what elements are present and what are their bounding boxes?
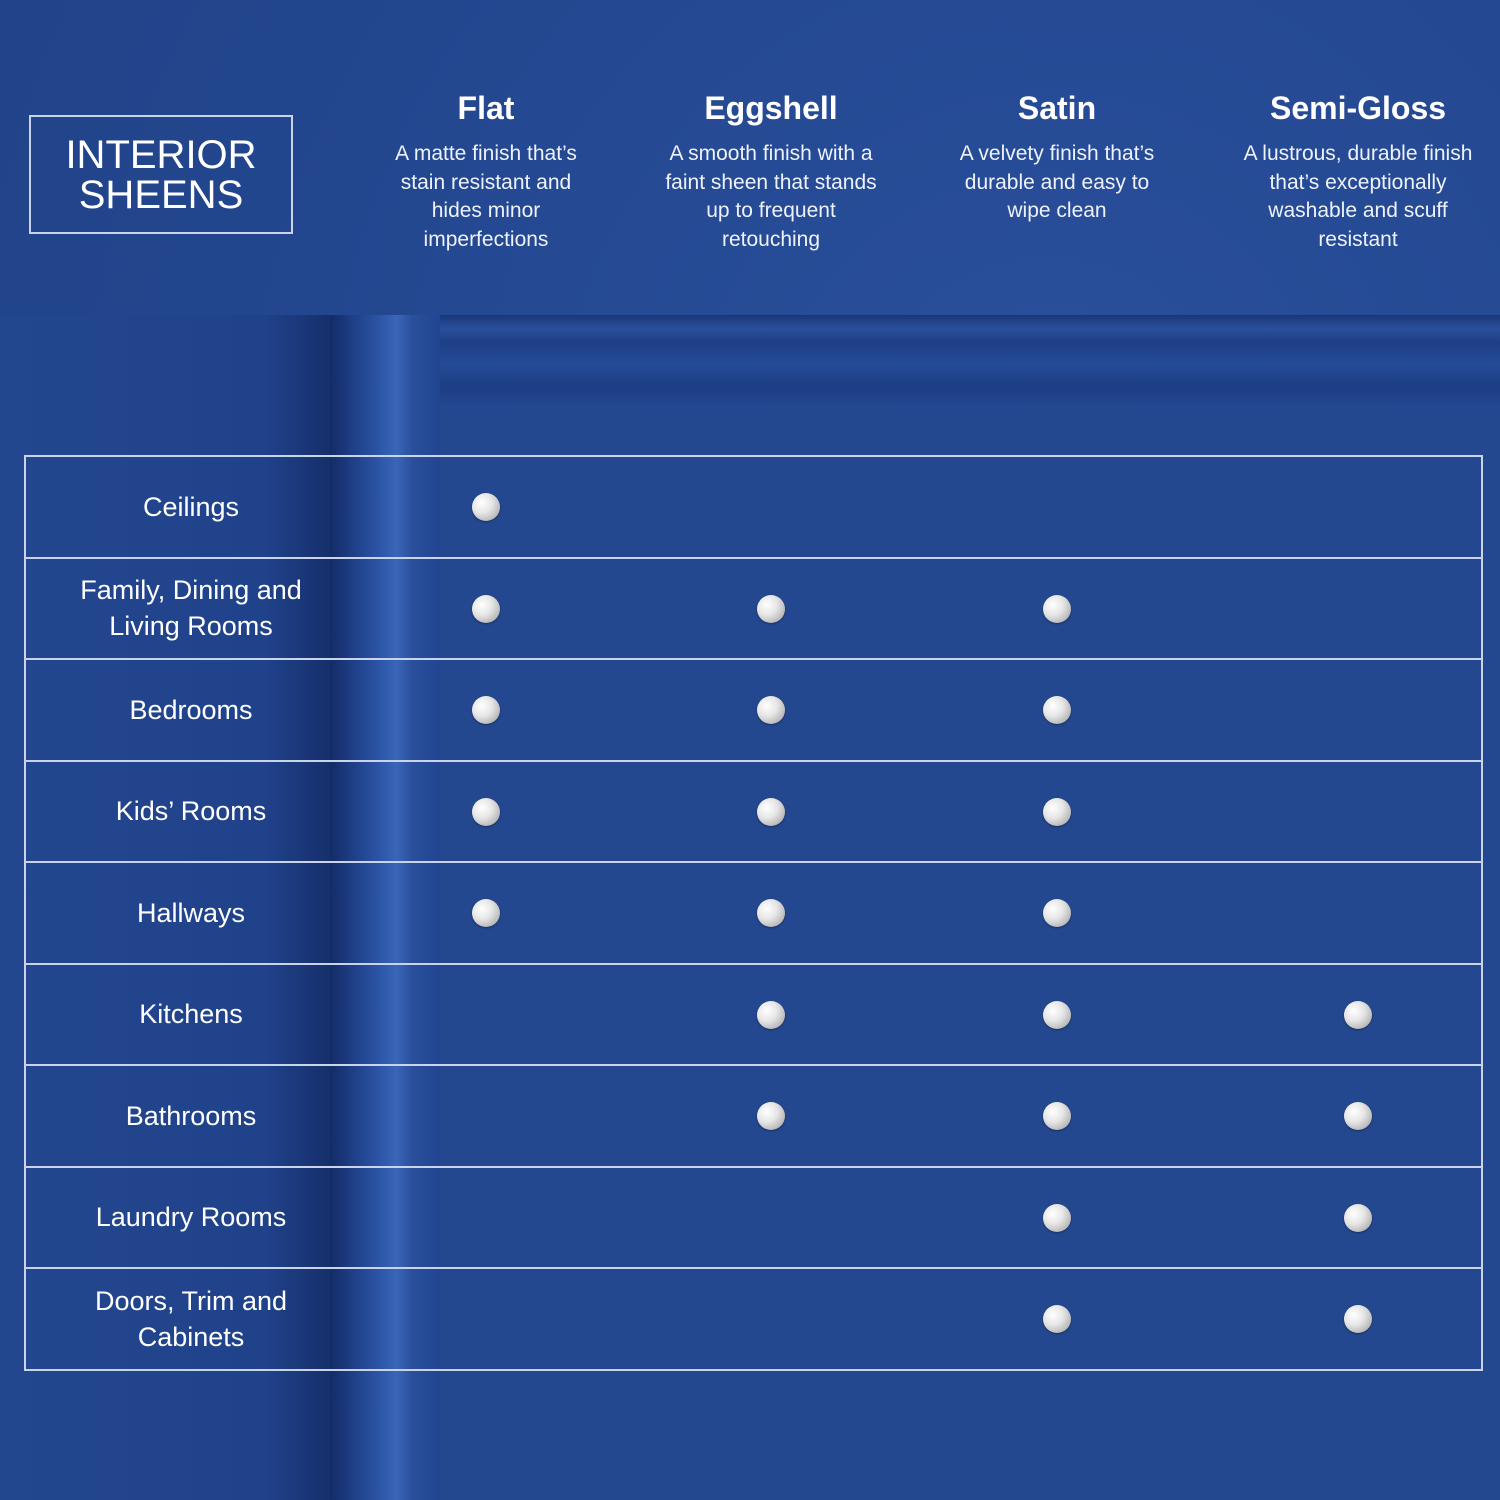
recommended-dot-icon — [1043, 594, 1071, 623]
recommended-dot-icon — [472, 797, 500, 826]
recommended-dot-icon — [472, 594, 500, 623]
row-label: Kitchens — [139, 999, 243, 1030]
table-row: Doors, Trim and Cabinets — [26, 1269, 1481, 1371]
page-title: INTERIOR SHEENS — [65, 132, 257, 217]
recommended-dot-icon — [757, 1102, 785, 1130]
table-row: Laundry Rooms — [26, 1168, 1481, 1269]
row-label: Doors, Trim and Cabinets — [94, 1285, 288, 1352]
recommended-dot-icon — [1344, 1305, 1372, 1333]
column-header-flat: Flat A matte finish that’s stain resista… — [346, 88, 626, 254]
column-name: Eggshell — [704, 90, 838, 126]
column-description: A smooth finish with a faint sheen that … — [665, 142, 877, 251]
row-label: Kids’ Rooms — [115, 796, 267, 827]
recommended-dot-icon — [1043, 1203, 1071, 1232]
row-label: Hallways — [136, 897, 246, 928]
table-row: Bedrooms — [26, 660, 1481, 762]
table-row: Hallways — [26, 863, 1481, 965]
column-header-eggshell: Eggshell A smooth finish with a faint sh… — [631, 88, 911, 254]
wall-panel — [436, 400, 1500, 1500]
column-description: A velvety finish that’s durable and easy… — [959, 142, 1155, 222]
recommended-dot-icon — [1043, 1102, 1071, 1130]
recommended-dot-icon — [1043, 1000, 1071, 1029]
column-description: A matte finish that’s stain resistant an… — [395, 142, 577, 251]
row-label: Family, Dining and Living Rooms — [80, 575, 302, 642]
recommended-dot-icon — [472, 696, 500, 724]
wall-background — [0, 315, 330, 1500]
column-header-semi-gloss: Semi-Gloss A lustrous, durable finish th… — [1218, 88, 1498, 254]
column-name: Satin — [1017, 90, 1097, 126]
recommended-dot-icon — [1043, 1305, 1071, 1333]
row-label: Bathrooms — [125, 1100, 257, 1131]
recommended-dot-icon — [1344, 1203, 1372, 1232]
recommended-dot-icon — [1344, 1102, 1372, 1130]
table-row: Kitchens — [26, 965, 1481, 1066]
recommended-dot-icon — [757, 899, 785, 927]
moulding-left — [330, 315, 440, 1500]
column-header-satin: Satin A velvety finish that’s durable an… — [917, 88, 1197, 226]
column-description: A lustrous, durable finish that’s except… — [1243, 142, 1473, 251]
recommended-dot-icon — [472, 493, 500, 521]
table-row: Ceilings — [26, 457, 1481, 559]
table-row: Kids’ Rooms — [26, 762, 1481, 863]
recommended-dot-icon — [1344, 1000, 1372, 1029]
title-box: INTERIOR SHEENS — [29, 115, 293, 234]
sheen-table: Ceilings Family, Dining and Living Rooms B… — [24, 455, 1483, 1371]
row-label: Bedrooms — [129, 694, 253, 725]
column-name: Flat — [457, 90, 515, 126]
recommended-dot-icon — [757, 594, 785, 623]
row-label: Laundry Rooms — [95, 1202, 287, 1233]
recommended-dot-icon — [472, 899, 500, 927]
table-row: Family, Dining and Living Rooms — [26, 559, 1481, 660]
recommended-dot-icon — [1043, 899, 1071, 927]
recommended-dot-icon — [757, 696, 785, 724]
recommended-dot-icon — [1043, 696, 1071, 724]
column-name: Semi-Gloss — [1269, 90, 1447, 126]
moulding-top — [330, 315, 1500, 405]
table-row: Bathrooms — [26, 1066, 1481, 1168]
row-label: Ceilings — [142, 491, 240, 522]
recommended-dot-icon — [757, 1000, 785, 1029]
recommended-dot-icon — [1043, 797, 1071, 826]
recommended-dot-icon — [757, 797, 785, 826]
